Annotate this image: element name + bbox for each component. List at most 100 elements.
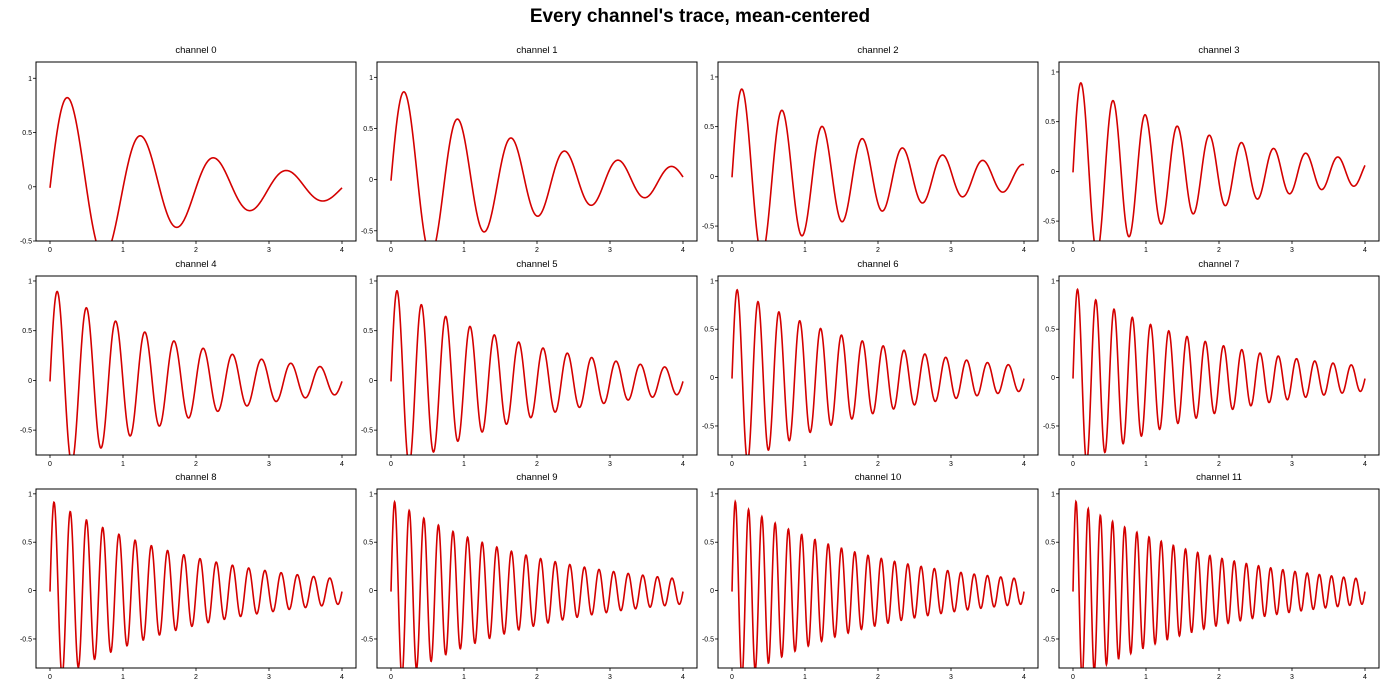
x-tick-label: 1 <box>1144 247 1148 254</box>
x-tick-label: 4 <box>340 247 344 254</box>
y-tick-label: -0.5 <box>702 636 714 643</box>
y-tick-label: 0.5 <box>363 328 373 335</box>
x-tick-label: 4 <box>340 461 344 468</box>
y-tick-label: -0.5 <box>361 428 373 435</box>
y-tick-label: 0.5 <box>1045 540 1055 547</box>
trace-line <box>731 499 1025 668</box>
y-tick-label: 1 <box>1051 491 1055 498</box>
y-tick-label: 1 <box>710 278 714 285</box>
x-tick-label: 1 <box>803 461 807 468</box>
x-tick-label: 1 <box>803 674 807 681</box>
panel-title: channel 11 <box>1196 472 1242 483</box>
y-tick-label: -0.5 <box>702 423 714 430</box>
x-tick-label: 1 <box>121 247 125 254</box>
x-tick-label: 0 <box>48 674 52 681</box>
trace-line <box>390 499 684 668</box>
y-tick-label: 0.5 <box>22 130 32 137</box>
x-tick-label: 3 <box>267 461 271 468</box>
channel-panel: channel 0 0 1 2 3 4 -0.5 0 0.5 1 <box>20 45 357 254</box>
trace-line <box>1072 82 1366 241</box>
x-tick-label: 3 <box>949 674 953 681</box>
channel-panel: channel 11 0 1 2 3 4 -0.5 0 0.5 1 <box>1043 472 1380 681</box>
x-tick-label: 2 <box>194 461 198 468</box>
plot-frame <box>376 275 698 456</box>
channel-panel: channel 9 0 1 2 3 4 -0.5 0 0.5 1 <box>361 472 698 681</box>
panel-title: channel 0 <box>175 45 216 56</box>
x-tick-label: 4 <box>1022 461 1026 468</box>
x-tick-label: 3 <box>1290 247 1294 254</box>
y-tick-label: 0.5 <box>22 328 32 335</box>
y-tick-label: 1 <box>28 76 32 83</box>
x-tick-label: 2 <box>1217 247 1221 254</box>
y-tick-label: 0 <box>369 588 373 595</box>
y-tick-label: 0.5 <box>22 540 32 547</box>
plot-frame <box>35 275 357 456</box>
y-tick-label: 0 <box>1051 169 1055 176</box>
y-tick-label: -0.5 <box>1043 423 1055 430</box>
y-tick-label: 0.5 <box>704 327 714 334</box>
x-tick-label: 3 <box>267 247 271 254</box>
x-tick-label: 1 <box>1144 461 1148 468</box>
panel-title: channel 7 <box>1198 259 1239 270</box>
panel-title: channel 10 <box>855 472 901 483</box>
y-tick-label: 0.5 <box>363 126 373 133</box>
x-tick-label: 2 <box>194 674 198 681</box>
x-tick-label: 4 <box>1022 674 1026 681</box>
trace-line <box>49 96 343 241</box>
x-tick-label: 4 <box>681 461 685 468</box>
x-tick-label: 4 <box>1363 247 1367 254</box>
trace-line <box>390 289 684 455</box>
y-tick-label: -0.5 <box>20 428 32 435</box>
y-tick-label: -0.5 <box>20 239 32 246</box>
y-tick-label: 0.5 <box>1045 119 1055 126</box>
x-tick-label: 3 <box>608 247 612 254</box>
x-tick-label: 2 <box>876 674 880 681</box>
y-tick-label: -0.5 <box>1043 219 1055 226</box>
y-tick-label: -0.5 <box>20 636 32 643</box>
channel-panel: channel 1 0 1 2 3 4 -0.5 0 0.5 1 <box>361 45 698 254</box>
plot-frame <box>376 488 698 669</box>
y-tick-label: 1 <box>369 278 373 285</box>
trace-line <box>731 88 1025 241</box>
x-tick-label: 4 <box>681 674 685 681</box>
y-tick-label: -0.5 <box>1043 636 1055 643</box>
panel-title: channel 5 <box>516 259 557 270</box>
y-tick-label: 1 <box>369 75 373 82</box>
y-tick-label: -0.5 <box>361 228 373 235</box>
x-tick-label: 4 <box>681 247 685 254</box>
y-tick-label: 0 <box>710 375 714 382</box>
x-tick-label: 0 <box>389 247 393 254</box>
y-tick-label: 0 <box>369 378 373 385</box>
x-tick-label: 2 <box>535 674 539 681</box>
plot-frame <box>35 488 357 669</box>
y-tick-label: 0 <box>28 588 32 595</box>
channel-panel: channel 10 0 1 2 3 4 -0.5 0 0.5 1 <box>702 472 1039 681</box>
x-tick-label: 3 <box>1290 674 1294 681</box>
plot-frame <box>35 61 357 242</box>
trace-line <box>49 290 343 455</box>
x-tick-label: 0 <box>730 461 734 468</box>
x-tick-label: 2 <box>194 247 198 254</box>
y-tick-label: -0.5 <box>361 636 373 643</box>
channel-panel: channel 6 0 1 2 3 4 -0.5 0 0.5 1 <box>702 259 1039 468</box>
x-tick-label: 3 <box>608 674 612 681</box>
x-tick-label: 2 <box>876 247 880 254</box>
y-tick-label: 0 <box>28 184 32 191</box>
x-tick-label: 1 <box>121 674 125 681</box>
y-tick-label: 0.5 <box>363 540 373 547</box>
x-tick-label: 0 <box>389 674 393 681</box>
y-tick-label: 1 <box>710 491 714 498</box>
panel-title: channel 3 <box>1198 45 1239 56</box>
y-tick-label: 0 <box>710 174 714 181</box>
x-tick-label: 0 <box>730 247 734 254</box>
x-tick-label: 3 <box>949 461 953 468</box>
plot-frame <box>717 61 1039 242</box>
trace-line <box>1072 499 1366 668</box>
x-tick-label: 0 <box>1071 461 1075 468</box>
x-tick-label: 0 <box>1071 247 1075 254</box>
x-tick-label: 1 <box>803 247 807 254</box>
y-tick-label: 0.5 <box>704 540 714 547</box>
channel-panel: channel 5 0 1 2 3 4 -0.5 0 0.5 1 <box>361 259 698 468</box>
